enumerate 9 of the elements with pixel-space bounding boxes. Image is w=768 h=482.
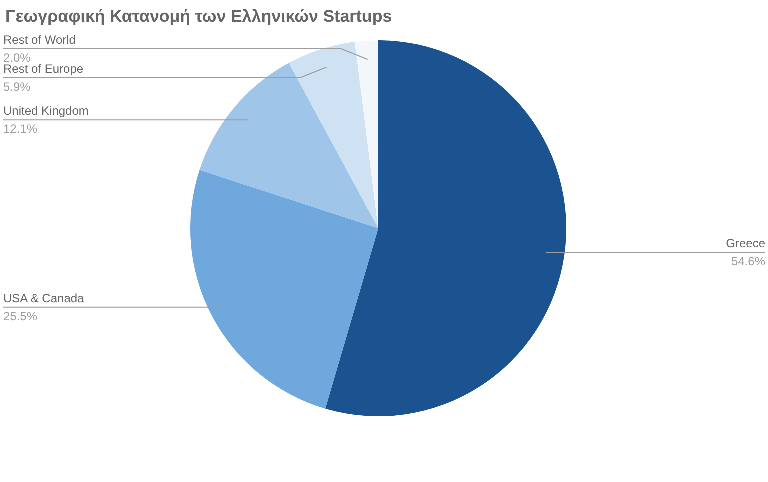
- data-label: 25.5%: [4, 309, 38, 324]
- slice-label: Greece: [726, 236, 766, 251]
- slice-label: USA & Canada: [4, 291, 85, 306]
- slice-label: United Kingdom: [4, 104, 89, 118]
- slice-label: Rest of World: [4, 33, 76, 48]
- data-label: 5.9%: [4, 80, 32, 94]
- data-label: 54.6%: [731, 254, 766, 269]
- data-label: 12.1%: [4, 122, 38, 136]
- chart-title: Γεωγραφική Κατανομή των Ελληνικών Startups: [6, 7, 392, 26]
